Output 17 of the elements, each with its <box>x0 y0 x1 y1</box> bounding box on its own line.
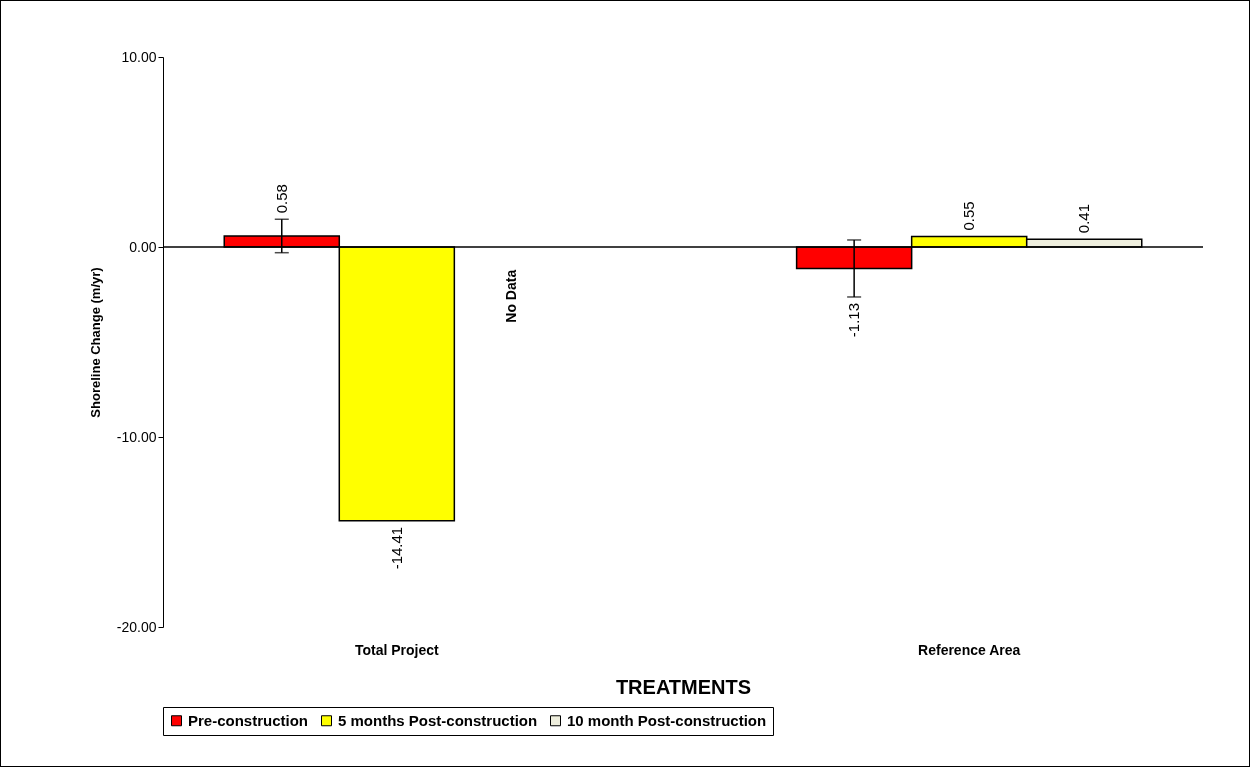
y-tick-label: 0.00 <box>129 238 157 255</box>
x-tick-label: Reference Area <box>918 641 1021 658</box>
y-axis-title: Shoreline Change (m/yr) <box>87 267 103 418</box>
legend-label: Pre-construction <box>188 711 309 729</box>
x-tick-label: Total Project <box>354 641 440 658</box>
data-label: 0.55 <box>960 201 978 231</box>
data-label: -1.13 <box>845 302 863 338</box>
y-tick-label: -20.00 <box>116 618 157 635</box>
legend-label: 10 month Post-construction <box>567 711 767 729</box>
data-label: 0.58 <box>272 184 290 214</box>
x-axis-title: TREATMENTS <box>615 675 752 698</box>
legend-label: 5 months Post-construction <box>338 711 538 729</box>
data-label: 0.41 <box>1075 204 1093 234</box>
data-label: -14.41 <box>387 526 405 570</box>
y-tick-label: 10.00 <box>121 48 157 65</box>
y-tick-label: -10.00 <box>116 428 157 445</box>
annotation: No Data <box>502 269 519 323</box>
